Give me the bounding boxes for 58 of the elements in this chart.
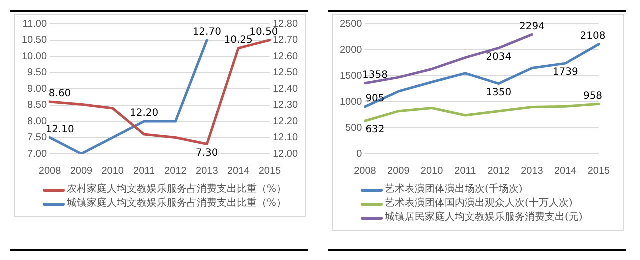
y2-tick-label: 12.00 [272, 148, 298, 160]
x-tick-label: 2009 [70, 166, 94, 177]
y-tick-label: 7.50 [28, 132, 48, 144]
data-label: 12.70 [192, 26, 222, 38]
y-tick-label: 10.50 [22, 35, 48, 46]
y2-tick-label: 12.30 [272, 100, 298, 111]
data-label: 2034 [486, 52, 512, 63]
data-label: 2108 [580, 30, 606, 42]
data-label: 12.20 [130, 108, 159, 120]
data-label: 958 [583, 90, 603, 102]
y2-tick-label: 12.10 [272, 132, 298, 144]
y-tick-label: 2500 [340, 18, 363, 30]
y-tick-label: 9.50 [28, 68, 48, 78]
x-tick-label: 2015 [588, 166, 611, 177]
x-tick-label: 2013 [196, 166, 219, 177]
legend-label: 艺术表演团体国内演出观众人次(十万人次) [385, 198, 573, 210]
y-tick-label: 9.00 [28, 84, 48, 95]
legend-label: 城镇家庭人均文教娱乐服务占消费支出比重（%） [67, 198, 287, 210]
x-tick-label: 2008 [354, 166, 377, 177]
x-tick-label: 2011 [134, 166, 156, 177]
y2-tick-label: 12.60 [272, 51, 298, 62]
data-label: 1350 [486, 87, 512, 98]
x-tick-label: 2008 [38, 166, 62, 177]
y2-tick-label: 12.40 [272, 84, 298, 95]
x-tick-label: 2009 [388, 166, 410, 177]
y-tick-label: 7.00 [28, 148, 48, 160]
x-tick-label: 2011 [454, 166, 477, 177]
x-tick-label: 2012 [488, 166, 510, 177]
data-label: 632 [366, 124, 385, 136]
y2-tick-label: 12.50 [272, 68, 298, 78]
x-tick-label: 2014 [227, 166, 250, 177]
legend-label: 农村家庭人均文教娱乐服务占消费支出比重（%） [67, 184, 287, 196]
data-label: 1358 [362, 70, 388, 81]
y-tick-label: 2000 [340, 44, 363, 56]
data-label: 1739 [552, 67, 578, 78]
x-tick-label: 2010 [102, 166, 124, 177]
data-label: 2294 [519, 21, 545, 32]
y2-tick-label: 12.20 [272, 116, 298, 128]
data-label: 12.10 [46, 124, 74, 136]
data-label: 7.30 [196, 148, 218, 159]
x-tick-label: 2015 [258, 166, 282, 177]
x-tick-label: 2014 [554, 166, 578, 177]
y-tick-label: 8.00 [28, 116, 48, 128]
data-label: 10.25 [224, 34, 253, 46]
x-tick-label: 2010 [420, 166, 444, 177]
y2-tick-label: 12.70 [272, 35, 298, 46]
y-tick-label: 11.00 [22, 18, 48, 30]
data-label: 8.60 [48, 88, 72, 100]
y-tick-label: 0 [356, 148, 363, 160]
y-tick-label: 1000 [340, 96, 363, 108]
legend-label: 城镇居民家庭人均文教娱乐服务消费支出(元) [385, 212, 583, 224]
y-tick-label: 1500 [340, 70, 363, 82]
legend-label: 艺术表演团体演出场次(千场次) [385, 184, 523, 196]
x-tick-label: 2013 [521, 166, 544, 177]
y-tick-label: 10.00 [22, 51, 48, 62]
y-tick-label: 8.50 [28, 100, 48, 111]
y-tick-label: 500 [346, 122, 363, 134]
x-tick-label: 2012 [164, 166, 188, 177]
